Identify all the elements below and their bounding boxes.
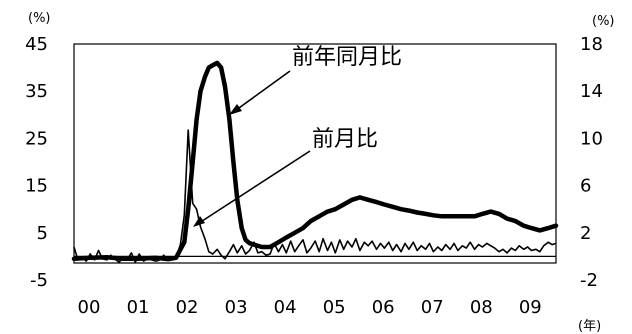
right-axis-ticks: 18 14 10 6 2 -2: [580, 34, 603, 291]
left-tick-label: -5: [30, 270, 48, 291]
x-tick-label: 03: [225, 297, 248, 318]
left-tick-label: 15: [25, 176, 48, 197]
left-tick-label: 45: [25, 34, 48, 55]
left-tick-label: 35: [25, 81, 48, 102]
left-axis-unit: (%): [28, 11, 51, 26]
right-tick-label: 2: [580, 223, 591, 244]
x-tick-label: 00: [78, 297, 101, 318]
annotation-mom-arrow: [193, 151, 310, 227]
x-tick-label: 09: [519, 297, 542, 318]
left-tick-label: 5: [37, 223, 48, 244]
annotation-yoy-arrow: [229, 71, 290, 115]
right-tick-label: 18: [580, 34, 603, 55]
x-tick-label: 01: [127, 297, 150, 318]
annotation-mom: 前月比: [312, 127, 378, 152]
left-axis-ticks: 45 35 25 15 5 -5: [25, 34, 48, 291]
annotation-yoy: 前年同月比: [292, 45, 402, 70]
x-tick-label: 02: [176, 297, 199, 318]
plot-area: [74, 44, 556, 263]
x-tick-label: 05: [323, 297, 346, 318]
right-axis-unit: (%): [592, 14, 615, 29]
series-yoy-line: [74, 63, 556, 259]
x-tick-label: 06: [372, 297, 395, 318]
right-tick-label: 10: [580, 128, 603, 149]
right-tick-label: 14: [580, 81, 603, 102]
x-tick-label: 08: [470, 297, 493, 318]
left-tick-label: 25: [25, 128, 48, 149]
x-tick-label: 04: [274, 297, 297, 318]
x-axis-unit: (年): [578, 319, 601, 334]
x-tick-label: 07: [421, 297, 444, 318]
right-tick-label: 6: [580, 176, 591, 197]
x-axis-ticks: 00 01 02 03 04 05 06 07 08 09: [78, 297, 542, 318]
right-tick-label: -2: [580, 270, 598, 291]
